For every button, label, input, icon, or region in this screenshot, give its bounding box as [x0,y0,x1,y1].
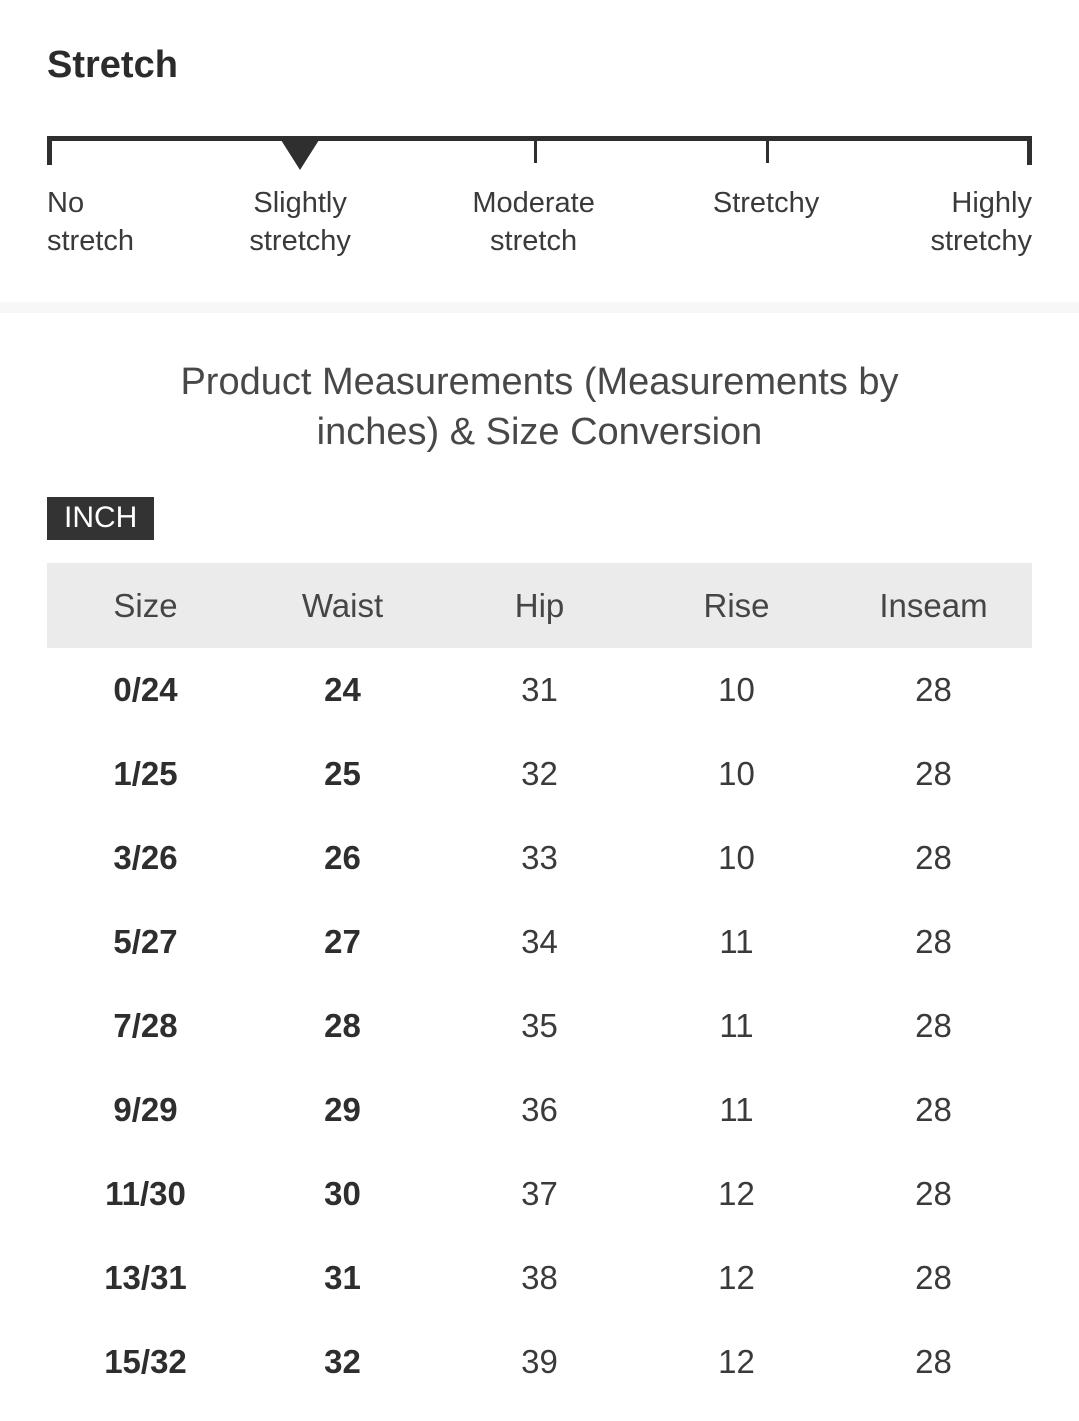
size-cell: 7/28 [113,1007,178,1044]
section-divider [0,302,1079,313]
table-row: 15/32 32 39 12 28 [47,1320,1032,1404]
inseam-cell: 28 [915,1091,952,1128]
unit-inch-toggle[interactable]: INCH [47,497,155,540]
table-row: 11/30 30 37 12 28 [47,1152,1032,1236]
waist-cell: 27 [324,923,361,960]
measurements-title: Product Measurements (Measurements by in… [180,361,899,453]
rise-cell: 12 [718,1343,755,1380]
stretch-scale-tick-start [47,136,52,165]
table-row: 5/27 27 34 11 28 [47,900,1032,984]
stretch-scale-tick-moderate [533,136,537,163]
inseam-cell: 28 [915,1007,952,1044]
stretch-scale-tick-end [1027,136,1032,165]
size-cell: 3/26 [113,839,178,876]
hip-cell: 36 [521,1091,558,1128]
size-cell: 1/25 [113,755,178,792]
stretch-scale-line [47,136,1032,141]
hip-cell: 38 [521,1259,558,1296]
stretch-indicator-triangle-icon [281,140,320,170]
table-row: 1/25 25 32 10 28 [47,732,1032,816]
column-header-waist: Waist [301,586,384,624]
waist-cell: 26 [324,839,361,876]
hip-cell: 33 [521,839,558,876]
table-body: 0/24 24 31 10 28 1/25 25 32 10 28 3/26 2… [47,648,1032,1404]
inseam-cell: 28 [915,1175,952,1212]
column-header-inseam: Inseam [879,586,988,624]
hip-cell: 37 [521,1175,558,1212]
stretch-label-stretchy: Stretchy [712,187,820,219]
stretch-section-title: Stretch [47,44,178,86]
stretch-label-highly-stretchy: Highly stretchy [930,187,1032,257]
stretch-label-slightly-stretchy: Slightly stretchy [249,187,351,257]
inseam-cell: 28 [915,839,952,876]
rise-cell: 12 [718,1175,755,1212]
stretch-label-no-stretch: No stretch [47,187,135,257]
table-row: 7/28 28 35 11 28 [47,984,1032,1068]
hip-cell: 39 [521,1343,558,1380]
hip-cell: 35 [521,1007,558,1044]
inseam-cell: 28 [915,923,952,960]
waist-cell: 24 [324,671,361,708]
size-cell: 9/29 [113,1091,178,1128]
inseam-cell: 28 [915,1259,952,1296]
stretch-scale-labels: No stretch Slightly stretchy Moderate st… [47,184,1032,262]
inseam-cell: 28 [915,671,952,708]
waist-cell: 32 [324,1343,361,1380]
table-header: Size Waist Hip Rise Inseam [47,563,1032,648]
size-measurements-table: Size Waist Hip Rise Inseam 0/24 24 31 10… [47,563,1032,1404]
hip-cell: 31 [521,671,558,708]
size-cell: 5/27 [113,923,178,960]
size-cell: 15/32 [104,1343,187,1380]
table-row: 0/24 24 31 10 28 [47,648,1032,732]
waist-cell: 28 [324,1007,361,1044]
waist-cell: 29 [324,1091,361,1128]
table-row: 9/29 29 36 11 28 [47,1068,1032,1152]
rise-cell: 10 [718,755,755,792]
measurements-section: Product Measurements (Measurements by in… [0,357,1079,1404]
rise-cell: 10 [718,839,755,876]
inseam-cell: 28 [915,1343,952,1380]
inseam-cell: 28 [915,755,952,792]
rise-cell: 11 [719,1007,754,1044]
waist-cell: 30 [324,1175,361,1212]
rise-cell: 12 [718,1259,755,1296]
stretch-scale-tick-stretchy [766,136,770,163]
table-header-row: Size Waist Hip Rise Inseam [47,563,1032,648]
table-row: 13/31 31 38 12 28 [47,1236,1032,1320]
stretch-label-moderate-stretch: Moderate stretch [472,187,595,257]
table-row: 3/26 26 33 10 28 [47,816,1032,900]
hip-cell: 32 [521,755,558,792]
column-header-size: Size [113,586,178,624]
rise-cell: 11 [719,923,754,960]
waist-cell: 25 [324,755,361,792]
stretch-scale [47,136,1032,172]
rise-cell: 10 [718,671,755,708]
waist-cell: 31 [324,1259,361,1296]
size-cell: 11/30 [105,1175,186,1212]
size-cell: 0/24 [113,671,178,708]
hip-cell: 34 [521,923,558,960]
rise-cell: 11 [719,1091,754,1128]
size-cell: 13/31 [104,1259,187,1296]
stretch-section: Stretch No stretch Slightly stretchy Mod… [0,0,1079,262]
column-header-hip: Hip [514,586,565,624]
column-header-rise: Rise [703,586,770,624]
